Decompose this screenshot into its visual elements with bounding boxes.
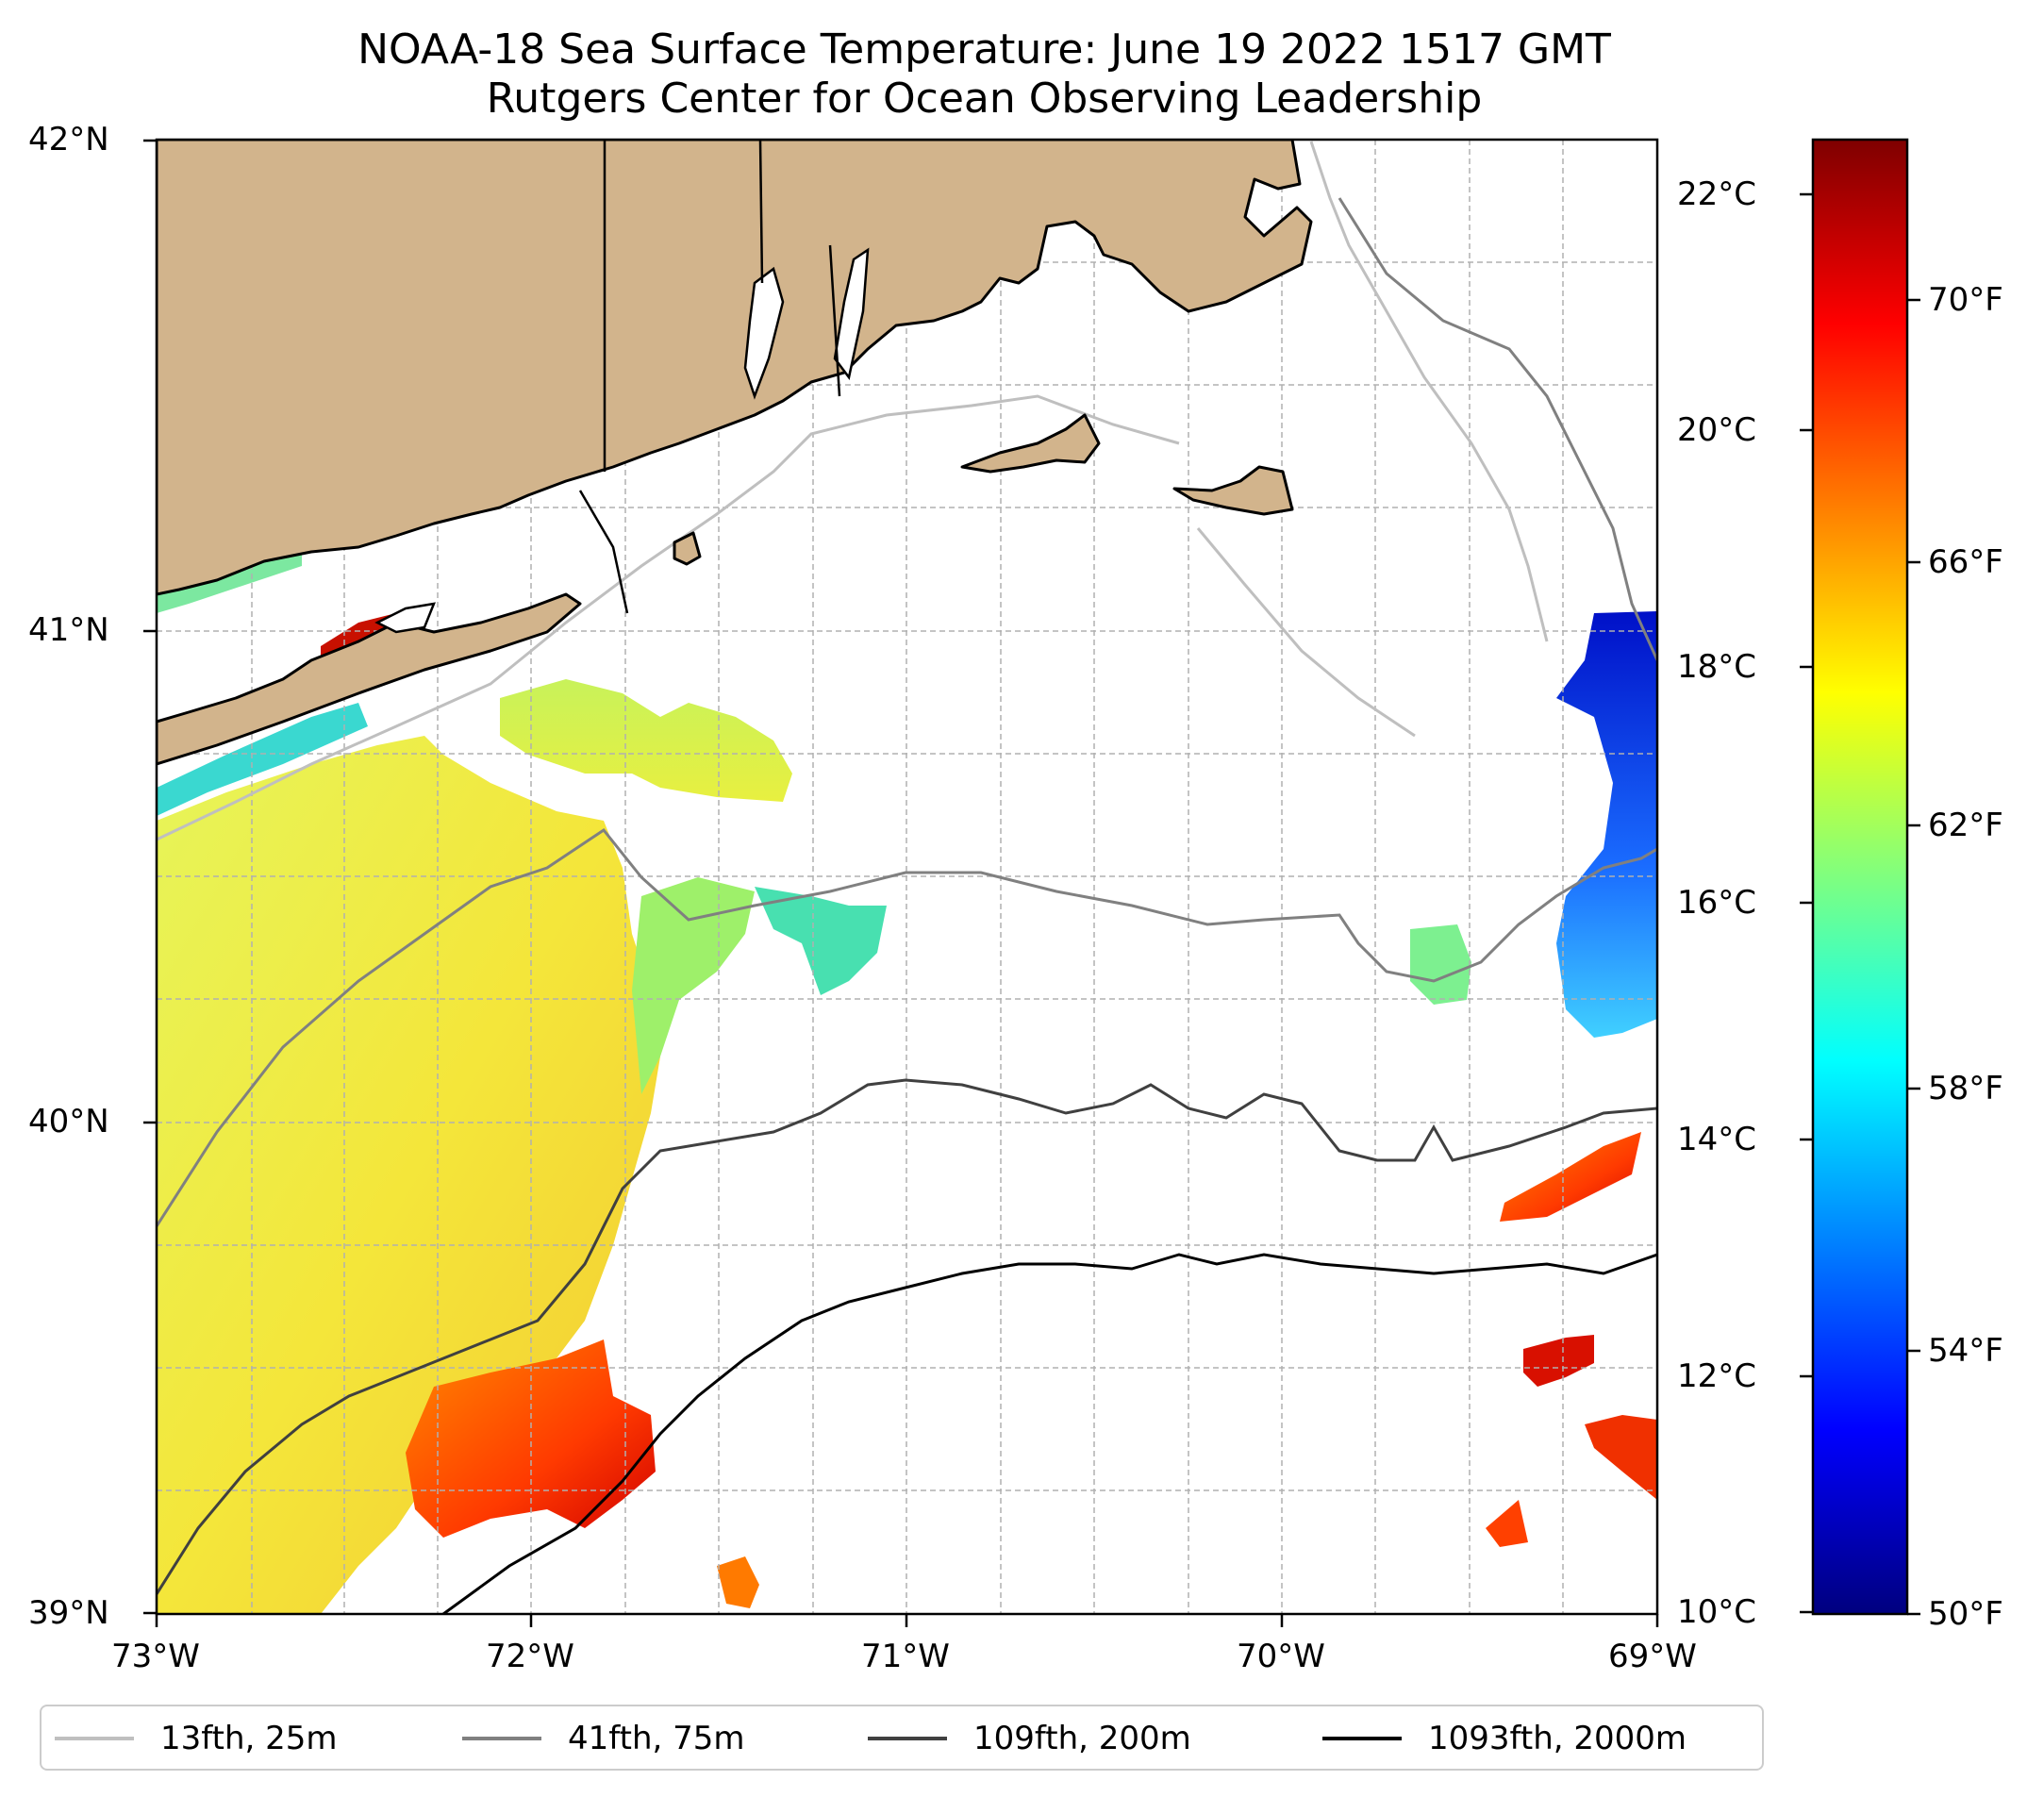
colorbar-celsius-label: 12°C	[1677, 1357, 1757, 1395]
lon-tick-label: 69°W	[1608, 1638, 1697, 1675]
block-island	[673, 531, 702, 566]
legend-label: 109fth, 200m	[973, 1720, 1191, 1757]
colorbar-fahrenheit-label: 66°F	[1928, 543, 2003, 581]
peconic-bay	[374, 602, 436, 634]
sst-patch-red-east	[1523, 1335, 1594, 1387]
lon-tick-label: 72°W	[486, 1638, 574, 1675]
legend-line-icon	[1322, 1737, 1402, 1740]
legend-line-icon	[868, 1737, 947, 1740]
marthas-vineyard	[960, 413, 1101, 474]
lon-tick-marks	[155, 1614, 1659, 1627]
long-island	[157, 592, 582, 766]
new-england-mainland	[157, 140, 1313, 596]
lon-tick-label: 73°W	[111, 1638, 200, 1675]
lon-tick-label: 71°W	[861, 1638, 950, 1675]
map-subtitle: Rutgers Center for Ocean Observing Leade…	[486, 75, 1483, 123]
lat-tick-label: 39°N	[28, 1594, 109, 1632]
colorbar-fahrenheit-ticks	[1907, 298, 1920, 1616]
sst-patch-south-shore	[157, 703, 368, 816]
sst-patch-orange-east	[1500, 1132, 1641, 1222]
colorbar	[1811, 138, 1909, 1616]
lat-tick-marks	[143, 139, 157, 1615]
sst-patch-green-mid	[500, 679, 792, 802]
colorbar-celsius-label: 10°C	[1677, 1593, 1757, 1631]
lon-tick-label: 70°W	[1237, 1638, 1325, 1675]
legend-label: 41fth, 75m	[568, 1720, 745, 1757]
sst-patch-blue-east	[1556, 611, 1657, 1038]
lat-tick-label: 41°N	[28, 611, 109, 649]
nantucket	[1172, 465, 1294, 516]
bays	[374, 247, 870, 634]
colorbar-celsius-label: 20°C	[1677, 411, 1757, 449]
legend-line-icon	[55, 1737, 134, 1740]
colorbar-fahrenheit-label: 62°F	[1928, 807, 2003, 844]
sst-patch-cyan-center	[755, 887, 887, 995]
narragansett-bay	[743, 266, 785, 400]
legend-item-200m: 109fth, 200m	[868, 1718, 1191, 1759]
colorbar-fahrenheit-label: 50°F	[1928, 1595, 2003, 1633]
sst-patch-green-center	[632, 877, 755, 1094]
state-borders	[578, 140, 841, 614]
colorbar-celsius-label: 18°C	[1677, 648, 1757, 686]
legend-label: 13fth, 25m	[160, 1720, 338, 1757]
land-layer	[157, 140, 1313, 766]
legend-item-2000m: 1093fth, 2000m	[1322, 1718, 1687, 1759]
buzzards-bay	[833, 247, 870, 380]
map-title: NOAA-18 Sea Surface Temperature: June 19…	[357, 25, 1611, 74]
legend-label: 1093fth, 2000m	[1428, 1720, 1687, 1757]
sst-patch-green-east	[1410, 924, 1471, 1005]
sst-data-layer	[157, 500, 1657, 1614]
map-plot-area	[157, 140, 1657, 1614]
sst-patch-shelf-west	[157, 736, 660, 1614]
colorbar-fahrenheit-label: 70°F	[1928, 281, 2003, 319]
sst-patch-red-south	[406, 1339, 656, 1538]
isobath-2000m	[442, 1253, 1657, 1614]
isobath-legend: 13fth, 25m 41fth, 75m 109fth, 200m 1093f…	[40, 1705, 1764, 1771]
isobath-75m	[157, 197, 1657, 1227]
isobath-200m	[157, 1078, 1657, 1595]
lat-tick-label: 40°N	[28, 1103, 109, 1140]
colorbar-fahrenheit-label: 58°F	[1928, 1070, 2003, 1107]
sst-patch-red-small	[1486, 1500, 1528, 1547]
sst-patch-orange-small	[717, 1556, 759, 1608]
colorbar-fahrenheit-label: 54°F	[1928, 1332, 2003, 1370]
colorbar-celsius-label: 14°C	[1677, 1121, 1757, 1158]
colorbar-celsius-ticks	[1800, 192, 1813, 1614]
sst-patch-red-southeast	[1585, 1415, 1657, 1500]
legend-line-icon	[462, 1737, 541, 1740]
colorbar-celsius-label: 16°C	[1677, 884, 1757, 922]
colorbar-celsius-label: 22°C	[1677, 175, 1757, 213]
legend-item-25m: 13fth, 25m	[55, 1718, 338, 1759]
legend-item-75m: 41fth, 75m	[462, 1718, 745, 1759]
isobath-25m	[157, 141, 1549, 841]
lat-tick-label: 42°N	[28, 121, 109, 158]
